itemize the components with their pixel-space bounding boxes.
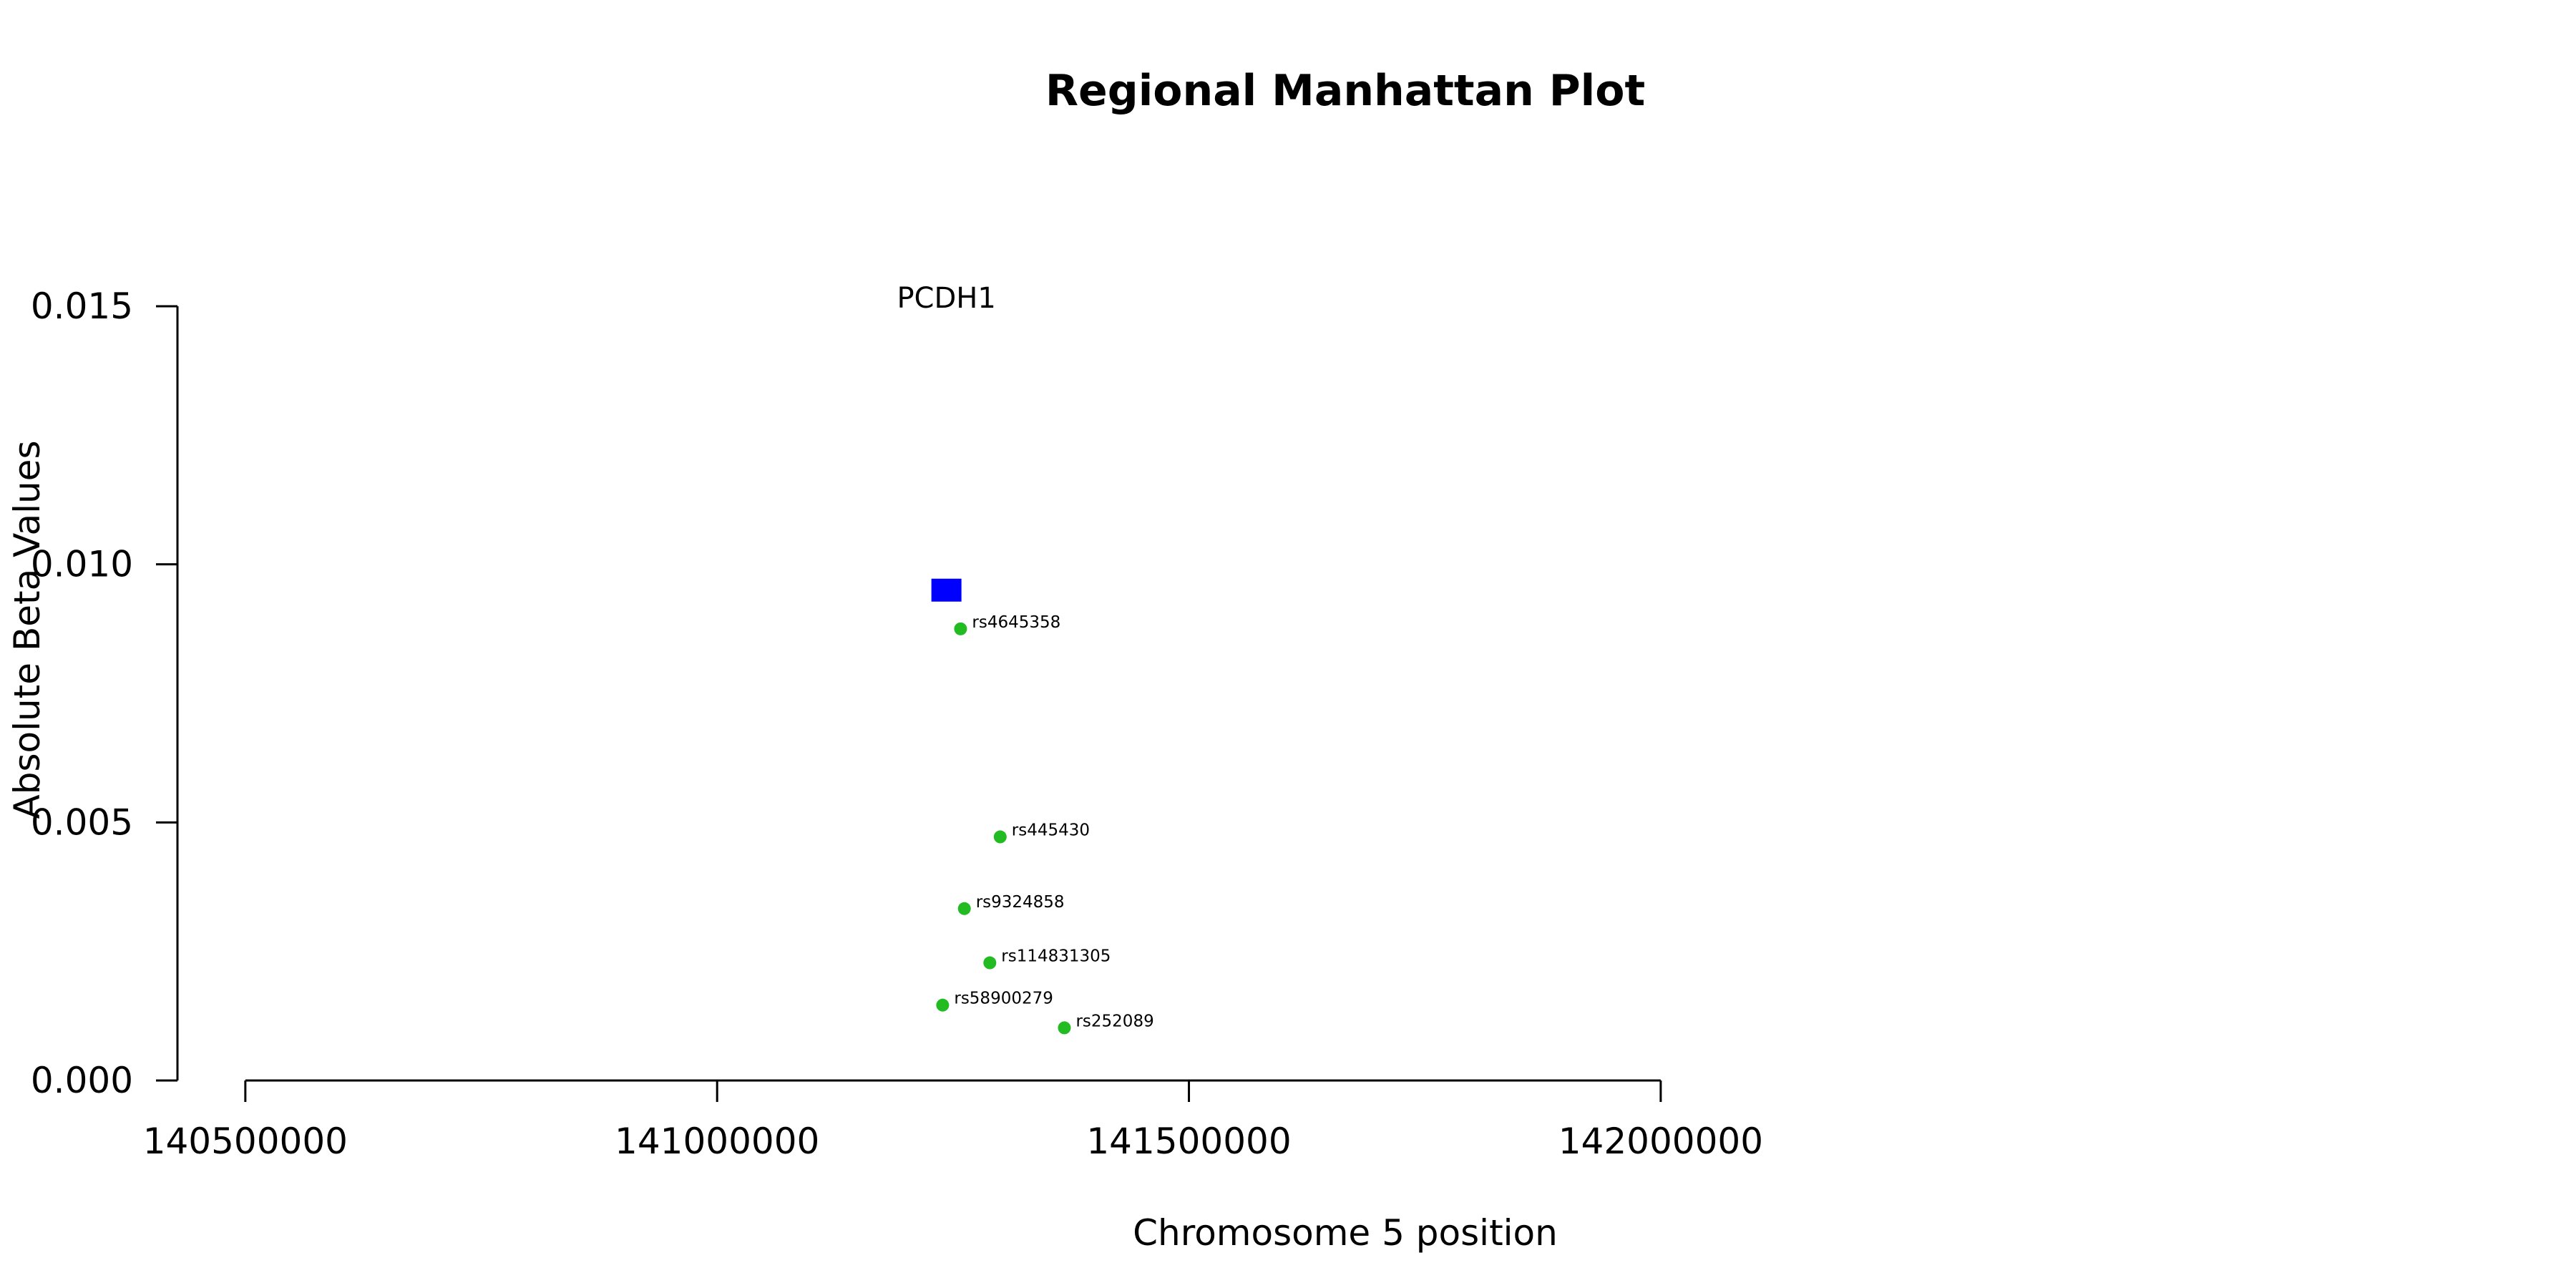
- gene-marker[interactable]: [931, 578, 962, 602]
- snp-point[interactable]: [993, 830, 1007, 844]
- x-axis: 140500000 141000000 141500000 142000000: [143, 1079, 1763, 1162]
- snp-point[interactable]: [1058, 1021, 1071, 1035]
- snp-point[interactable]: [983, 956, 997, 970]
- chart-title: Regional Manhattan Plot: [1045, 66, 1645, 116]
- gene-group: PCDH1: [897, 282, 996, 602]
- snp-label: rs58900279: [954, 990, 1053, 1008]
- x-tick-label: 140500000: [143, 1121, 348, 1162]
- snp-label: rs9324858: [976, 893, 1065, 912]
- snp-label: rs114831305: [1001, 947, 1111, 966]
- snp-label: rs445430: [1012, 821, 1090, 840]
- snp-point[interactable]: [954, 622, 967, 635]
- y-tick-label: 0.010: [31, 544, 133, 585]
- snp-point[interactable]: [936, 998, 950, 1012]
- snp-points: rs4645358 rs445430 rs9324858 rs114831305 rs5…: [936, 613, 1154, 1035]
- y-tick-label: 0.000: [31, 1060, 133, 1101]
- y-tick-label: 0.015: [31, 286, 133, 327]
- x-axis-label: Chromosome 5 position: [1133, 1212, 1558, 1254]
- y-axis-label: Absolute Beta Values: [6, 441, 48, 819]
- y-tick-label: 0.005: [31, 801, 133, 843]
- snp-label: rs4645358: [972, 613, 1060, 632]
- y-axis: 0.000 0.005 0.010 0.015: [31, 286, 179, 1101]
- x-tick-label: 141000000: [615, 1121, 819, 1162]
- gene-label: PCDH1: [897, 282, 995, 315]
- snp-point[interactable]: [957, 902, 971, 915]
- snp-label: rs252089: [1075, 1012, 1153, 1030]
- x-tick-label: 142000000: [1558, 1121, 1763, 1162]
- x-tick-label: 141500000: [1086, 1121, 1291, 1162]
